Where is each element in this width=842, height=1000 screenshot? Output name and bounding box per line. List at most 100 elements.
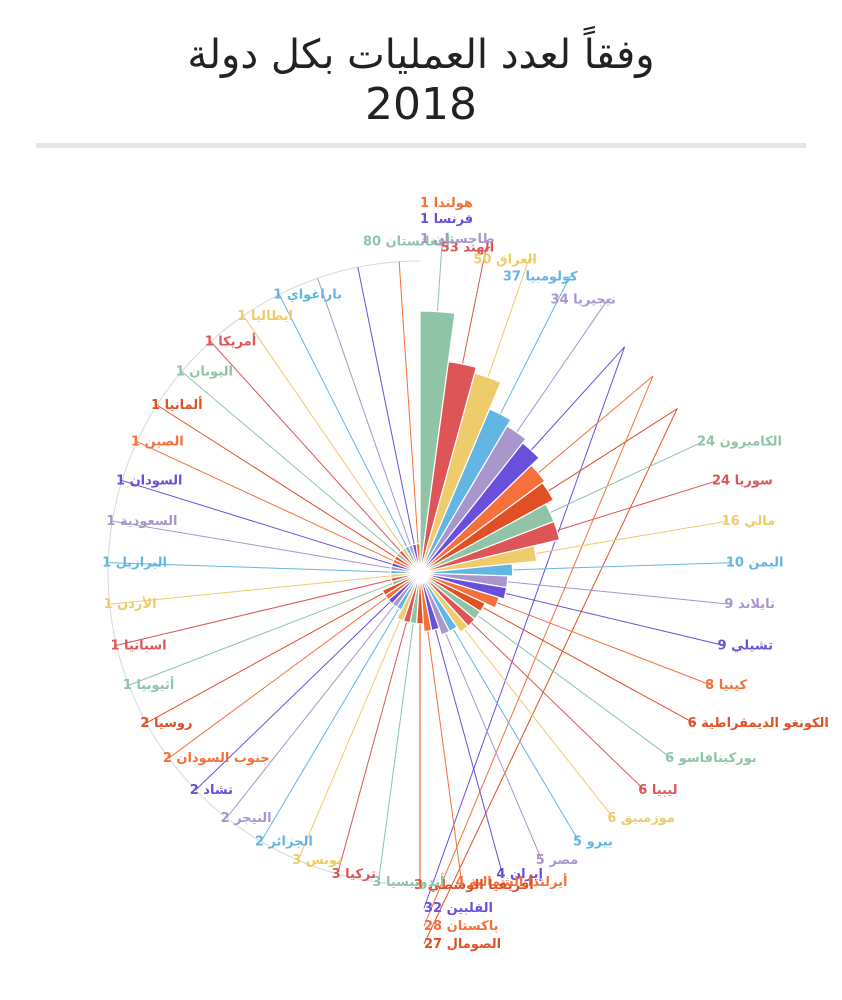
slice-label-10: مالي 16 [722,514,776,529]
leader-line-16 [477,615,672,759]
leader-line-13 [505,592,724,646]
chart-title-line: وفقاً لعدد العمليات بكل دولة [187,32,655,78]
slice-label-33: اسبانيا 1 [110,638,166,653]
wedge-46[interactable] [415,543,421,574]
wedge-10[interactable] [419,545,538,574]
slice-label-39: ألمانيا 1 [151,396,203,413]
slice-label-43: باراغواي 1 [273,288,342,303]
leader-line-22 [427,630,463,883]
leader-line-7 [423,407,679,945]
slice-label-11: اليمن 10 [726,556,784,571]
slice-label-16: بوركينافاسو 6 [665,751,756,766]
wedge-31[interactable] [381,572,421,597]
leader-line-15 [482,607,694,724]
leader-line-43 [278,294,408,548]
slice-label-15: الكونغو الديمقراطية 6 [688,716,829,731]
slice-label-14: كينيا 8 [705,678,747,693]
slice-label-25: تركيا 3 [332,867,376,882]
slice-label-42: ايطاليا 1 [237,309,293,324]
leader-line-30 [168,597,387,759]
leader-line-37 [121,480,393,565]
wedge-20[interactable] [419,572,451,636]
leader-line-21 [434,629,503,875]
slice-label-36: السعودية 1 [106,514,177,529]
leader-line-24 [377,623,414,883]
slice-label-46: هولندا 1 [420,196,473,211]
chart-title: وفقاً لعدد العمليات بكل دولة 2018 [0,30,842,130]
slice-label-20: مصر 5 [536,853,579,868]
wedge-4[interactable] [419,425,527,574]
label-guide-arc [107,260,420,885]
leader-line-35 [108,562,391,573]
slice-label-8: الكاميرون 24 [697,435,782,450]
leader-line-44 [317,278,411,546]
slice-label-7: الصومال 27 [424,937,501,952]
slice-label-2: العراق 50 [473,252,536,267]
slice-label-24: أندونيسيا 3 [372,873,444,890]
slice-label-9: سوريا 24 [712,474,773,489]
leader-lines [107,241,732,945]
leader-line-28 [226,605,395,819]
leader-line-38 [136,441,394,562]
leader-line-19 [452,629,580,842]
slice-label-26: تونس 3 [292,853,342,868]
leader-line-18 [464,629,614,819]
slice-label-0: أفغانستان 80 [363,233,450,250]
slice-label-38: الصين 1 [131,435,184,450]
wedge-2[interactable] [419,372,502,574]
slice-label-34: الأردن 1 [104,595,157,612]
wedge-3[interactable] [419,408,512,574]
leader-line-39 [156,404,396,558]
slice-label-41: أمريكا 1 [205,333,256,350]
slice-label-27: الجزائر 2 [255,834,313,849]
leader-line-0 [437,241,447,312]
leader-line-42 [243,315,404,550]
slice-label-6: باكستان 28 [424,919,498,934]
slice-label-19: بيرو 5 [573,834,613,849]
title-divider [36,143,806,148]
leader-line-34 [109,575,391,605]
leader-line-41 [210,341,401,552]
slice-label-22: أيرلندا الشمالية 4 [456,873,568,890]
wedge-18[interactable] [419,572,469,633]
slice-label-28: النيجر 2 [221,811,272,826]
leader-line-40 [181,371,398,555]
leader-line-29 [195,601,391,791]
leader-line-26 [297,619,401,861]
leader-line-4 [516,298,612,433]
leader-line-8 [549,441,704,514]
wedge-6[interactable] [419,464,546,574]
slice-label-37: السودان 1 [116,474,183,489]
leader-line-25 [337,621,408,875]
leader-line-10 [535,520,728,555]
chart-title-year: 2018 [365,79,477,130]
leader-line-17 [471,622,645,791]
leader-line-2 [487,258,533,378]
leader-line-12 [507,581,731,605]
slice-label-18: موزمبيق 6 [607,811,675,826]
slice-label-13: تشيلي 9 [718,638,773,653]
wedge-9[interactable] [419,520,561,574]
wedge-7[interactable] [419,481,555,574]
slice-label-44: طاجستان 1 [420,232,495,247]
wedge-11[interactable] [419,563,514,577]
slice-label-32: أثيوبيا 1 [123,676,174,693]
leader-line-14 [497,602,712,686]
wedge-22[interactable] [419,572,433,633]
leader-line-33 [116,579,392,646]
wedge-5[interactable] [419,442,540,574]
leader-line-45 [357,267,415,545]
slice-label-1: الهند 53 [441,241,494,256]
slice-label-12: تايلاند 9 [724,597,774,612]
slice-label-23: أفريقيا الوسطي 3 [414,876,534,893]
leader-line-9 [556,480,719,531]
slice-label-4: نيجيريا 34 [551,292,616,307]
slice-label-35: البرازيل 1 [102,556,167,571]
slice-label-21: إيران 4 [496,867,543,882]
slice-label-17: ليبيا 6 [638,783,677,798]
slice-label-3: كولومبيا 37 [503,270,578,285]
leader-line-31 [146,592,384,724]
slice-label-30: جنوب السودان 2 [163,751,270,766]
